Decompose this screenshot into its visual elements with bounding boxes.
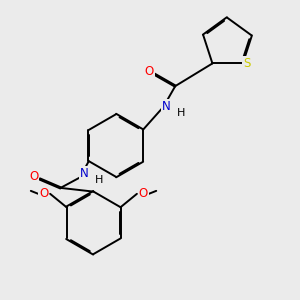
Text: N: N bbox=[80, 167, 89, 179]
Text: H: H bbox=[95, 176, 103, 185]
Text: O: O bbox=[139, 187, 148, 200]
Text: O: O bbox=[29, 169, 38, 182]
Text: S: S bbox=[243, 57, 250, 70]
Text: O: O bbox=[145, 65, 154, 78]
Text: H: H bbox=[177, 108, 185, 118]
Text: O: O bbox=[39, 187, 48, 200]
Text: N: N bbox=[162, 100, 171, 113]
